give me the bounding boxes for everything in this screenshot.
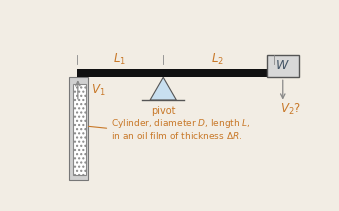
Text: in an oil film of thickness $\Delta R$.: in an oil film of thickness $\Delta R$. <box>111 130 242 142</box>
Text: Cylinder, diameter $D$, length $L$,: Cylinder, diameter $D$, length $L$, <box>111 117 251 130</box>
FancyBboxPatch shape <box>73 84 86 175</box>
FancyBboxPatch shape <box>77 69 274 77</box>
FancyBboxPatch shape <box>267 55 299 77</box>
FancyBboxPatch shape <box>68 77 88 180</box>
Text: $L_1$: $L_1$ <box>113 52 126 67</box>
Text: $V_1$: $V_1$ <box>91 83 105 98</box>
Polygon shape <box>150 77 176 100</box>
Text: pivot: pivot <box>151 106 176 116</box>
Text: $W$: $W$ <box>275 59 290 72</box>
Text: $L_2$: $L_2$ <box>211 52 224 67</box>
Text: $V_2?$: $V_2?$ <box>280 102 301 117</box>
